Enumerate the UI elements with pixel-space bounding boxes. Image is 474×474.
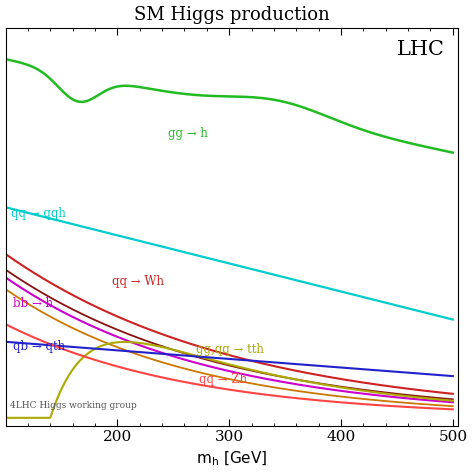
X-axis label: $\mathrm{m_h\ [GeV]}$: $\mathrm{m_h\ [GeV]}$: [196, 450, 268, 468]
Text: 4LHC Higgs working group: 4LHC Higgs working group: [10, 401, 137, 410]
Text: qq → qqh: qq → qqh: [11, 207, 66, 220]
Text: qq → Wh: qq → Wh: [112, 275, 164, 288]
Text: gg,qq → tth: gg,qq → tth: [196, 344, 264, 356]
Text: LHC: LHC: [397, 40, 445, 59]
Text: qq → Zh: qq → Zh: [199, 373, 247, 386]
Title: SM Higgs production: SM Higgs production: [134, 6, 330, 24]
Text: bb → h: bb → h: [13, 297, 54, 310]
Text: qb → qth: qb → qth: [13, 339, 65, 353]
Text: gg → h: gg → h: [168, 127, 208, 140]
